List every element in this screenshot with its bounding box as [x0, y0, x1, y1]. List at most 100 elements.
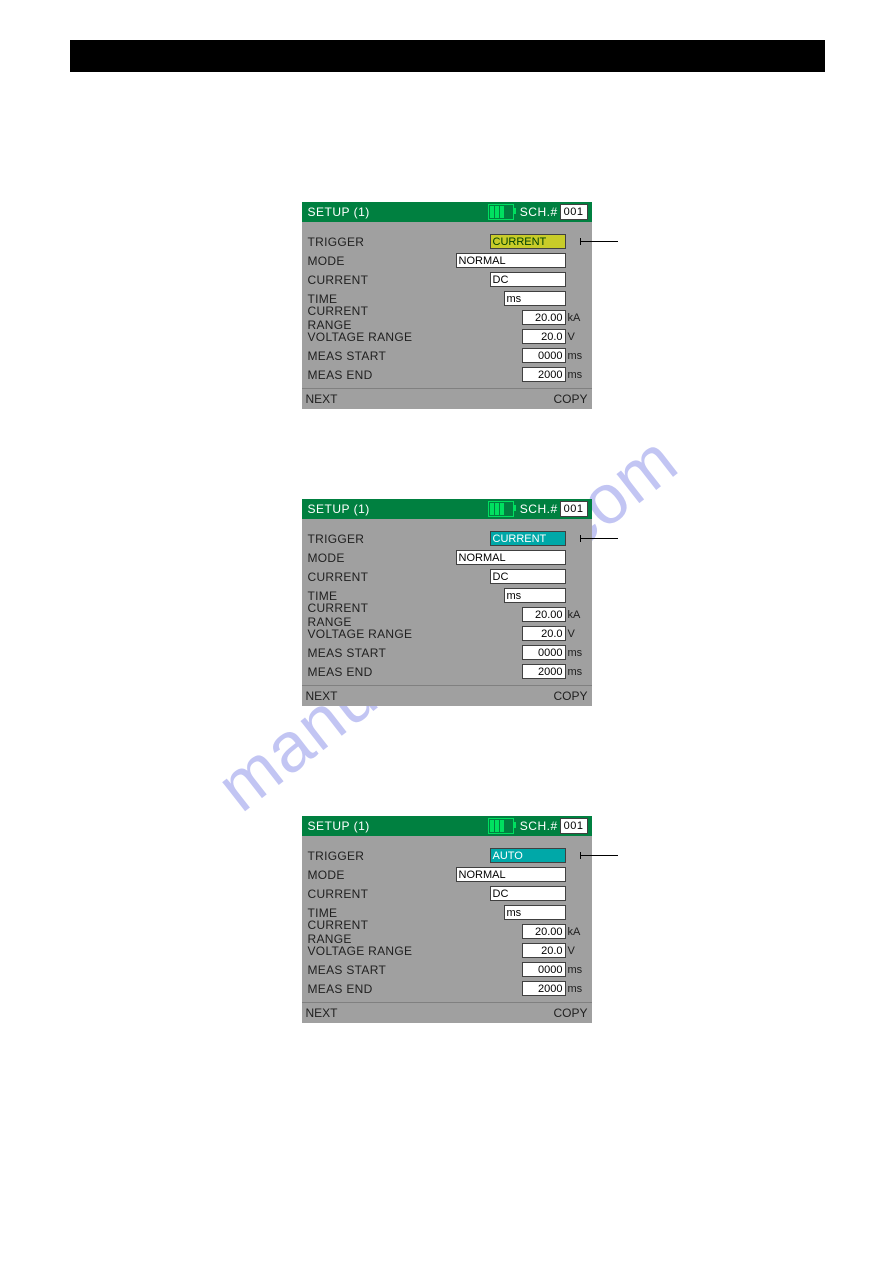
current-field[interactable]: DC — [490, 569, 566, 584]
meas-start-field[interactable]: 0000 — [522, 962, 566, 977]
trigger-field[interactable]: CURRENT — [490, 234, 566, 249]
current-range-field[interactable]: 20.00 — [522, 607, 566, 622]
meas-end-field[interactable]: 2000 — [522, 367, 566, 382]
mode-label: MODE — [308, 551, 416, 565]
panel-title: SETUP (1) — [308, 205, 370, 219]
meas-start-unit: ms — [568, 647, 586, 659]
current-range-field[interactable]: 20.00 — [522, 924, 566, 939]
time-field[interactable]: ms — [504, 291, 566, 306]
panel-titlebar: SETUP (1) SCH.# 001 — [302, 499, 592, 519]
row-meas-end: MEAS END 2000 ms — [308, 662, 586, 681]
panel-body: TRIGGER AUTO MODE NORMAL CURRENT DC — [302, 836, 592, 1002]
panel-footer: NEXT COPY — [302, 1002, 592, 1023]
row-voltage-range: VOLTAGE RANGE 20.0 V — [308, 941, 586, 960]
voltage-range-label: VOLTAGE RANGE — [308, 330, 416, 344]
sch-label: SCH.# — [520, 205, 558, 219]
voltage-range-field[interactable]: 20.0 — [522, 626, 566, 641]
battery-icon — [488, 204, 514, 220]
trigger-field[interactable]: AUTO — [490, 848, 566, 863]
trigger-label: TRIGGER — [308, 849, 416, 863]
time-field[interactable]: ms — [504, 905, 566, 920]
voltage-range-field[interactable]: 20.0 — [522, 943, 566, 958]
copy-button[interactable]: COPY — [553, 689, 587, 703]
panel-titlebar: SETUP (1) SCH.# 001 — [302, 202, 592, 222]
meas-end-unit: ms — [568, 983, 586, 995]
meas-end-label: MEAS END — [308, 665, 416, 679]
meas-end-field[interactable]: 2000 — [522, 664, 566, 679]
panel-body: TRIGGER CURRENT MODE NORMAL CURRENT DC — [302, 519, 592, 685]
meas-start-label: MEAS START — [308, 349, 416, 363]
meas-end-unit: ms — [568, 666, 586, 678]
row-mode: MODE NORMAL — [308, 548, 586, 567]
voltage-range-unit: V — [568, 331, 586, 343]
row-voltage-range: VOLTAGE RANGE 20.0 V — [308, 327, 586, 346]
current-range-unit: kA — [568, 926, 586, 938]
current-label: CURRENT — [308, 273, 416, 287]
meas-end-label: MEAS END — [308, 368, 416, 382]
row-trigger: TRIGGER AUTO — [308, 846, 586, 865]
current-range-unit: kA — [568, 609, 586, 621]
setup-panel-3: SETUP (1) SCH.# 001 TRIGGER AUTO MODE NO… — [302, 816, 592, 1023]
voltage-range-field[interactable]: 20.0 — [522, 329, 566, 344]
page-top-bar — [70, 40, 825, 72]
voltage-range-label: VOLTAGE RANGE — [308, 627, 416, 641]
next-button[interactable]: NEXT — [306, 689, 338, 703]
panel-body: TRIGGER CURRENT MODE NORMAL CURRENT DC — [302, 222, 592, 388]
current-range-label: CURRENT RANGE — [308, 918, 416, 946]
panel-titlebar: SETUP (1) SCH.# 001 — [302, 816, 592, 836]
current-range-unit: kA — [568, 312, 586, 324]
row-trigger: TRIGGER CURRENT — [308, 232, 586, 251]
callout-line — [580, 538, 618, 539]
row-current-range: CURRENT RANGE 20.00 kA — [308, 922, 586, 941]
row-mode: MODE NORMAL — [308, 251, 586, 270]
next-button[interactable]: NEXT — [306, 1006, 338, 1020]
current-label: CURRENT — [308, 887, 416, 901]
sch-label: SCH.# — [520, 502, 558, 516]
trigger-label: TRIGGER — [308, 532, 416, 546]
current-label: CURRENT — [308, 570, 416, 584]
panel-wrap-2: SETUP (1) SCH.# 001 TRIGGER CURRENT MODE… — [302, 499, 592, 706]
next-button[interactable]: NEXT — [306, 392, 338, 406]
trigger-field[interactable]: CURRENT — [490, 531, 566, 546]
current-field[interactable]: DC — [490, 886, 566, 901]
row-meas-start: MEAS START 0000 ms — [308, 960, 586, 979]
sch-value[interactable]: 001 — [560, 818, 588, 834]
sch-value[interactable]: 001 — [560, 204, 588, 220]
trigger-label: TRIGGER — [308, 235, 416, 249]
time-field[interactable]: ms — [504, 588, 566, 603]
meas-start-label: MEAS START — [308, 963, 416, 977]
row-current-range: CURRENT RANGE 20.00 kA — [308, 308, 586, 327]
meas-end-label: MEAS END — [308, 982, 416, 996]
copy-button[interactable]: COPY — [553, 392, 587, 406]
voltage-range-unit: V — [568, 628, 586, 640]
row-meas-end: MEAS END 2000 ms — [308, 365, 586, 384]
meas-end-unit: ms — [568, 369, 586, 381]
current-range-label: CURRENT RANGE — [308, 601, 416, 629]
mode-field[interactable]: NORMAL — [456, 550, 566, 565]
row-voltage-range: VOLTAGE RANGE 20.0 V — [308, 624, 586, 643]
current-range-field[interactable]: 20.00 — [522, 310, 566, 325]
panel-footer: NEXT COPY — [302, 685, 592, 706]
mode-field[interactable]: NORMAL — [456, 253, 566, 268]
battery-icon — [488, 818, 514, 834]
panel-title: SETUP (1) — [308, 819, 370, 833]
callout-line — [580, 855, 618, 856]
mode-field[interactable]: NORMAL — [456, 867, 566, 882]
row-mode: MODE NORMAL — [308, 865, 586, 884]
meas-start-field[interactable]: 0000 — [522, 645, 566, 660]
row-meas-start: MEAS START 0000 ms — [308, 643, 586, 662]
row-current: CURRENT DC — [308, 884, 586, 903]
current-field[interactable]: DC — [490, 272, 566, 287]
meas-end-field[interactable]: 2000 — [522, 981, 566, 996]
page-content: manualshive.com SETUP (1) SCH.# 001 TRIG… — [0, 72, 893, 1173]
row-current: CURRENT DC — [308, 567, 586, 586]
row-current-range: CURRENT RANGE 20.00 kA — [308, 605, 586, 624]
sch-value[interactable]: 001 — [560, 501, 588, 517]
meas-start-field[interactable]: 0000 — [522, 348, 566, 363]
meas-start-unit: ms — [568, 964, 586, 976]
sch-label: SCH.# — [520, 819, 558, 833]
setup-panel-2: SETUP (1) SCH.# 001 TRIGGER CURRENT MODE… — [302, 499, 592, 706]
battery-icon — [488, 501, 514, 517]
mode-label: MODE — [308, 254, 416, 268]
copy-button[interactable]: COPY — [553, 1006, 587, 1020]
